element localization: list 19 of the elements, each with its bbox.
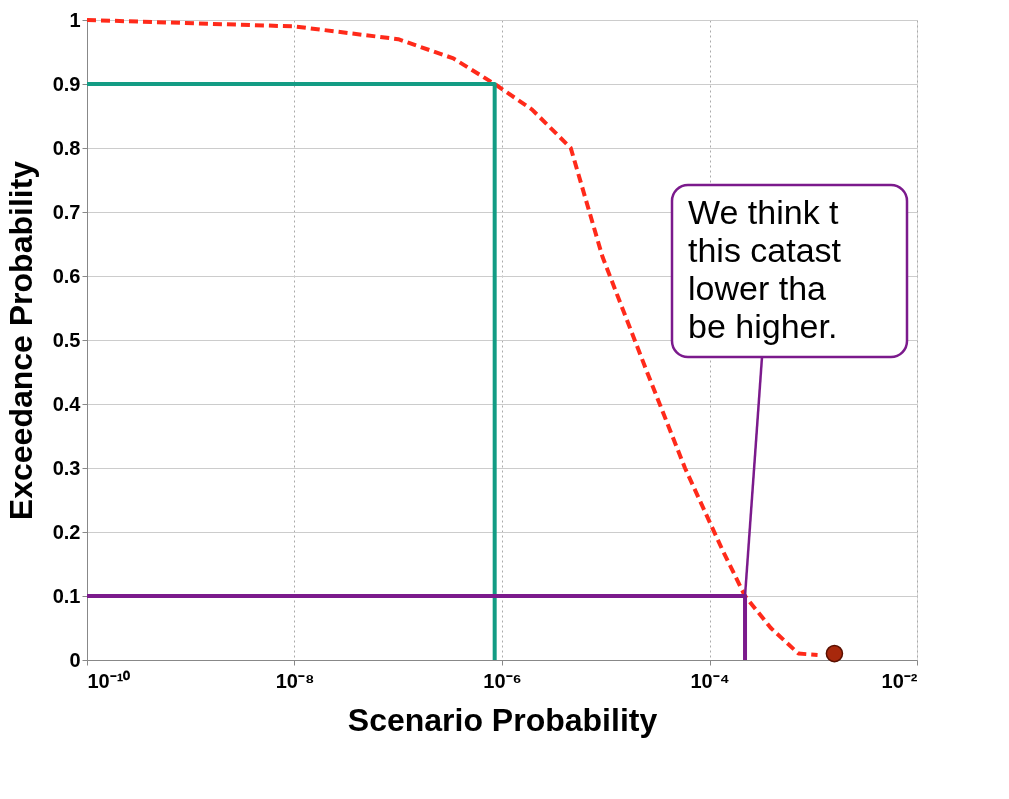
- x-tick-label: 10⁻⁴: [690, 669, 730, 692]
- y-tick-label: 1: [69, 8, 81, 31]
- x-tick-label: 10⁻²: [881, 669, 918, 692]
- y-tick-label: 0.5: [52, 328, 81, 351]
- y-tick-label: 0.6: [52, 264, 81, 287]
- y-tick-label: 0.4: [52, 392, 82, 415]
- y-tick-label: 0.7: [52, 200, 81, 223]
- annotation: We think t this catast lower tha be higher.: [688, 193, 842, 345]
- y-tick-label: 0.8: [52, 136, 81, 159]
- y-tick-label: 0: [69, 648, 81, 671]
- y-axis-title: Exceedance Probability: [2, 160, 39, 521]
- x-axis-title: Scenario Probability: [347, 701, 658, 738]
- x-tick-label: 10⁻⁶: [483, 669, 522, 692]
- y-tick-label: 0.9: [52, 72, 81, 95]
- x-tick-label: 10⁻¹⁰: [87, 669, 131, 692]
- y-tick-label: 0.2: [52, 520, 81, 543]
- y-tick-label: 0.3: [52, 456, 81, 479]
- x-tick-label: 10⁻⁸: [275, 669, 315, 692]
- y-tick-label: 0.1: [52, 584, 81, 607]
